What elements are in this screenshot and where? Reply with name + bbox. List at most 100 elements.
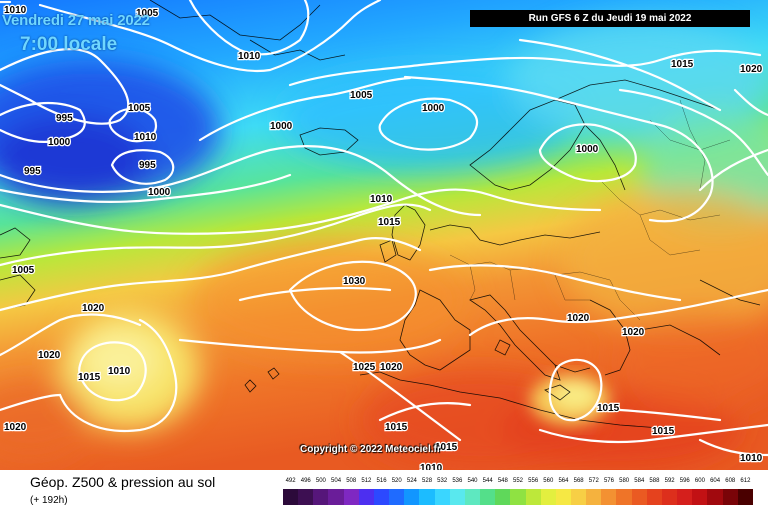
color-scale-swatch <box>616 489 632 505</box>
color-scale-label: 504 <box>331 478 342 484</box>
isobar-label: 1020 <box>4 422 27 433</box>
forecast-date: Vendredi 27 mai 2022 <box>2 12 150 29</box>
isobar-labels: 1010 1005 1010 995 1005 1010 1000 995 995 1000 100… <box>3 4 764 470</box>
copyright-text: Copyright © 2022 Meteociel.fr <box>300 444 441 455</box>
isobar-label: 1010 <box>108 366 131 377</box>
isobar-label: 1000 <box>422 103 445 114</box>
legend-title: Géop. Z500 & pression au sol <box>30 474 216 490</box>
color-scale-swatch <box>737 489 753 505</box>
isobar-label: 1015 <box>597 403 620 414</box>
isobar-label: 1000 <box>48 137 71 148</box>
color-scale-swatch <box>555 489 571 505</box>
isobar-label: 995 <box>139 160 156 171</box>
color-scale-label: 500 <box>315 478 326 484</box>
color-scale-swatch <box>570 489 587 505</box>
color-scale-swatch <box>692 489 708 505</box>
color-scale-label: 572 <box>588 478 599 484</box>
isobar-label: 1020 <box>567 313 590 324</box>
color-scale-label: 560 <box>543 478 554 484</box>
isobar-label: 1015 <box>671 59 694 70</box>
color-scale-swatch <box>495 489 511 505</box>
color-scale-label: 568 <box>573 478 584 484</box>
color-scale-swatch <box>480 489 496 505</box>
color-scale-swatch <box>540 489 556 505</box>
isobar-label: 1005 <box>12 265 35 276</box>
color-scale-swatch <box>525 489 541 505</box>
isobar-label: 1020 <box>38 350 61 361</box>
isobar-label: 1010 <box>370 194 393 205</box>
isobar-label: 1015 <box>652 426 675 437</box>
color-scale-swatch <box>328 489 344 505</box>
color-scale-label: 608 <box>725 478 736 484</box>
color-scale-swatch <box>434 489 450 505</box>
color-scale-label: 564 <box>558 478 569 484</box>
color-scale-swatch <box>404 489 420 505</box>
color-scale-swatch <box>601 489 617 505</box>
color-scale-label: 588 <box>649 478 660 484</box>
color-scale-swatch <box>298 489 314 505</box>
color-scale-label: 516 <box>376 478 387 484</box>
color-scale-label: 596 <box>679 478 690 484</box>
isobar-label: 1015 <box>378 217 401 228</box>
isobar-label: 1000 <box>270 121 293 132</box>
color-scale-label: 508 <box>346 478 357 484</box>
color-scale-label: 532 <box>437 478 448 484</box>
color-scale-swatch <box>646 489 662 505</box>
color-scale-swatch <box>464 489 481 505</box>
color-scale-label: 584 <box>634 478 645 484</box>
color-scale-swatch <box>373 489 390 505</box>
color-scale-label: 528 <box>422 478 433 484</box>
isobar-label: 1010 <box>4 5 27 16</box>
isobar-label: 1020 <box>82 303 105 314</box>
color-scale-swatch <box>419 489 435 505</box>
color-scale-label: 600 <box>694 478 705 484</box>
color-scale-label: 612 <box>740 478 751 484</box>
forecast-time: 7:00 locale <box>20 34 118 55</box>
isobar-label: 1015 <box>385 422 408 433</box>
color-scale-swatch <box>510 489 526 505</box>
isobar-label: 1005 <box>136 8 159 19</box>
color-scale-label: 524 <box>406 478 417 484</box>
color-scale-swatch <box>722 489 738 505</box>
color-scale-label: 536 <box>452 478 463 484</box>
color-scale-swatch <box>677 489 693 505</box>
color-scale-labels: 492 496 500 504 508 512 516 520 524 528 532 536 540 5… <box>283 478 753 488</box>
color-scale-swatch <box>389 489 405 505</box>
isobar-label: 1000 <box>148 187 171 198</box>
isobar-label: 1015 <box>78 372 101 383</box>
run-info-banner: Run GFS 6 Z du Jeudi 19 mai 2022 <box>470 10 750 27</box>
color-scale-swatches <box>283 489 753 505</box>
color-scale-swatch <box>449 489 465 505</box>
color-scale-swatch <box>707 489 723 505</box>
color-scale-label: 496 <box>300 478 311 484</box>
color-scale-swatch <box>343 489 359 505</box>
color-scale-label: 492 <box>285 478 296 484</box>
color-scale-label: 556 <box>528 478 539 484</box>
isobar-label: 995 <box>24 166 41 177</box>
isobar-label: 1010 <box>740 453 763 464</box>
isobar-lines <box>0 0 768 455</box>
color-scale-swatch <box>661 489 678 505</box>
color-scale-swatch <box>631 489 647 505</box>
isobar-label: 1030 <box>343 276 366 287</box>
color-scale-swatch <box>283 489 299 505</box>
isobar-label: 995 <box>56 113 73 124</box>
color-scale-label: 544 <box>482 478 493 484</box>
color-scale-label: 512 <box>361 478 372 484</box>
color-scale: 492 496 500 504 508 512 516 520 524 528 532 536 540 5… <box>283 478 753 508</box>
color-scale-label: 576 <box>603 478 614 484</box>
color-scale-swatch <box>313 489 329 505</box>
isobar-label: 1010 <box>420 463 443 470</box>
isobar-label: 1025 <box>353 362 376 373</box>
isobar-label: 1010 <box>238 51 261 62</box>
borders <box>449 99 731 321</box>
isobar-label: 1010 <box>134 132 157 143</box>
color-scale-swatch <box>586 489 602 505</box>
color-scale-label: 552 <box>512 478 524 484</box>
color-scale-label: 548 <box>497 478 508 484</box>
isobar-label: 1020 <box>740 64 763 75</box>
color-scale-swatch <box>358 489 374 505</box>
color-scale-label: 520 <box>391 478 402 484</box>
isobar-label: 1020 <box>622 327 645 338</box>
